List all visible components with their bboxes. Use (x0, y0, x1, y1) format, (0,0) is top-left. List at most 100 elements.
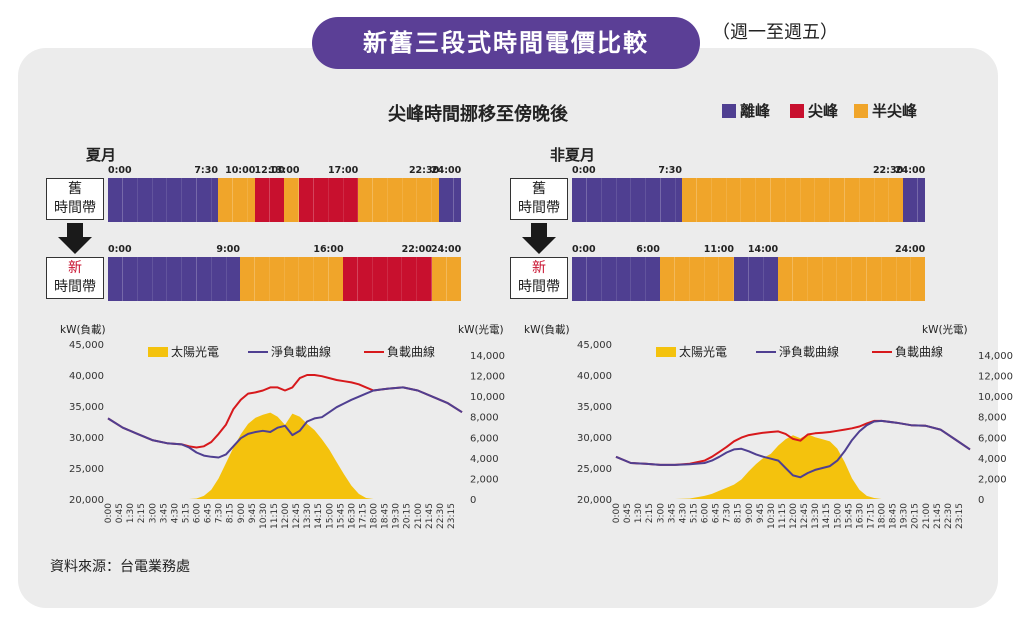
x-tick-label: 18:00 (878, 503, 888, 529)
x-tick-label: 10:30 (767, 503, 777, 529)
x-tick-label: 4:30 (170, 503, 180, 523)
x-tick-label: 16:30 (855, 503, 865, 529)
tou-segment-semi (358, 178, 439, 222)
y-tick-label: 30,000 (69, 433, 104, 444)
x-tick-label: 2:15 (645, 503, 655, 523)
time-tick-label: 24:00 (431, 165, 462, 176)
legend-net-label: 淨負載曲線 (779, 344, 839, 359)
summer-old-tou-bar (108, 178, 461, 222)
x-tick-label: 20:15 (403, 503, 413, 529)
x-tick-label: 19:30 (900, 503, 910, 529)
tou-segment-semi (777, 257, 925, 301)
left-axis-title: kW(負載) (524, 324, 570, 336)
old-band-label-summer: 舊時間帶 (46, 178, 104, 220)
x-tick-label: 12:45 (800, 503, 810, 529)
x-tick-label: 3:45 (667, 503, 677, 523)
y2-tick-label: 12,000 (470, 372, 505, 383)
x-tick-label: 2:15 (137, 503, 147, 523)
x-tick-label: 18:00 (370, 503, 380, 529)
title-note: （週一至週五） (712, 22, 838, 43)
y2-tick-label: 2,000 (470, 474, 499, 485)
time-tick-label: 24:00 (431, 244, 462, 255)
time-tick-label: 24:00 (895, 244, 926, 255)
x-tick-label: 15:00 (833, 503, 843, 529)
y-tick-label: 35,000 (577, 402, 612, 413)
y-tick-label: 45,000 (69, 340, 104, 351)
series-solar-area (108, 412, 462, 499)
time-tick-label: 10:00 (225, 165, 256, 176)
x-tick-label: 15:45 (844, 503, 854, 529)
time-tick-label: 22:30 (872, 165, 904, 176)
legend-solar-swatch (656, 347, 676, 357)
tou-segment-peak (343, 257, 432, 301)
tou-segment-off (108, 257, 241, 301)
x-tick-label: 3:00 (656, 503, 666, 523)
x-tick-label: 11:15 (270, 503, 280, 529)
old-band-label-nonsummer: 舊時間帶 (510, 178, 568, 220)
y-tick-label: 20,000 (69, 495, 104, 506)
time-tick-label: 0:00 (572, 244, 596, 255)
nonsummer-title: 非夏月 (550, 146, 596, 164)
x-tick-label: 23:15 (447, 503, 457, 529)
summer-title: 夏月 (86, 146, 117, 164)
x-tick-label: 6:45 (204, 503, 214, 523)
time-tick-label: 0:00 (108, 244, 132, 255)
x-tick-label: 5:15 (181, 503, 191, 523)
tou-segment-off (572, 178, 683, 222)
x-tick-label: 12:45 (292, 503, 302, 529)
content-panel (18, 48, 998, 608)
time-tick-label: 0:00 (572, 165, 596, 176)
tou-segment-off (108, 178, 219, 222)
x-tick-label: 10:30 (259, 503, 269, 529)
time-tick-label: 7:30 (658, 165, 682, 176)
legend-peak-swatch (790, 103, 804, 118)
x-tick-label: 14:15 (314, 503, 324, 529)
tou-segment-off (438, 178, 461, 222)
time-tick-label: 6:00 (636, 244, 660, 255)
x-tick-label: 9:45 (756, 503, 766, 523)
x-tick-label: 1:30 (634, 503, 644, 523)
x-tick-label: 19:30 (392, 503, 402, 529)
y-tick-label: 20,000 (577, 495, 612, 506)
x-tick-label: 21:00 (922, 503, 932, 529)
x-tick-label: 9:00 (745, 503, 755, 523)
nonsummer-old-tou-bar (572, 178, 925, 222)
tou-segment-off (733, 257, 778, 301)
down-arrow-icon (58, 223, 92, 254)
legend-semi: 半尖峰 (854, 100, 917, 121)
y2-tick-label: 14,000 (470, 351, 505, 362)
y-tick-label: 25,000 (577, 464, 612, 475)
time-tick-label: 22:30 (408, 165, 440, 176)
x-tick-label: 0:45 (623, 503, 633, 523)
x-tick-label: 8:15 (226, 503, 236, 523)
down-arrow-icon (522, 223, 556, 254)
tou-segment-semi (218, 178, 256, 222)
x-tick-label: 0:45 (115, 503, 125, 523)
y2-tick-label: 10,000 (470, 392, 505, 403)
x-tick-label: 21:45 (933, 503, 943, 529)
subtitle: 尖峰時間挪移至傍晚後 (388, 104, 568, 125)
x-tick-label: 8:15 (734, 503, 744, 523)
right-axis-title: kW(光電) (458, 324, 504, 336)
time-tick-label: 0:00 (108, 165, 132, 176)
x-tick-label: 1:30 (126, 503, 136, 523)
legend-off-swatch (722, 103, 736, 118)
x-tick-label: 3:45 (159, 503, 169, 523)
y2-tick-label: 0 (978, 495, 984, 506)
time-tick-label: 16:00 (313, 244, 344, 255)
y-tick-label: 25,000 (69, 464, 104, 475)
y2-tick-label: 2,000 (978, 474, 1007, 485)
new-band-label-summer: 新時間帶 (46, 257, 104, 299)
series-solar-area (616, 434, 970, 499)
left-axis-title: kW(負載) (60, 324, 106, 336)
x-tick-label: 0:00 (104, 503, 114, 523)
chart-legend: 太陽光電 淨負載曲線 負載曲線 (148, 344, 435, 359)
legend-net-label: 淨負載曲線 (271, 344, 331, 359)
legend-semi-swatch (854, 103, 868, 118)
x-tick-label: 12:00 (789, 503, 799, 529)
nonsummer-load-chart: 45,000 40,000 35,000 30,000 25,000 20,000 14,0… (577, 340, 1013, 529)
summer-load-chart: 45,000 40,000 35,000 30,000 25,000 20,000 14,0… (69, 340, 505, 529)
x-tick-label: 9:00 (237, 503, 247, 523)
x-tick-label: 15:45 (336, 503, 346, 529)
y2-tick-label: 4,000 (978, 454, 1007, 465)
